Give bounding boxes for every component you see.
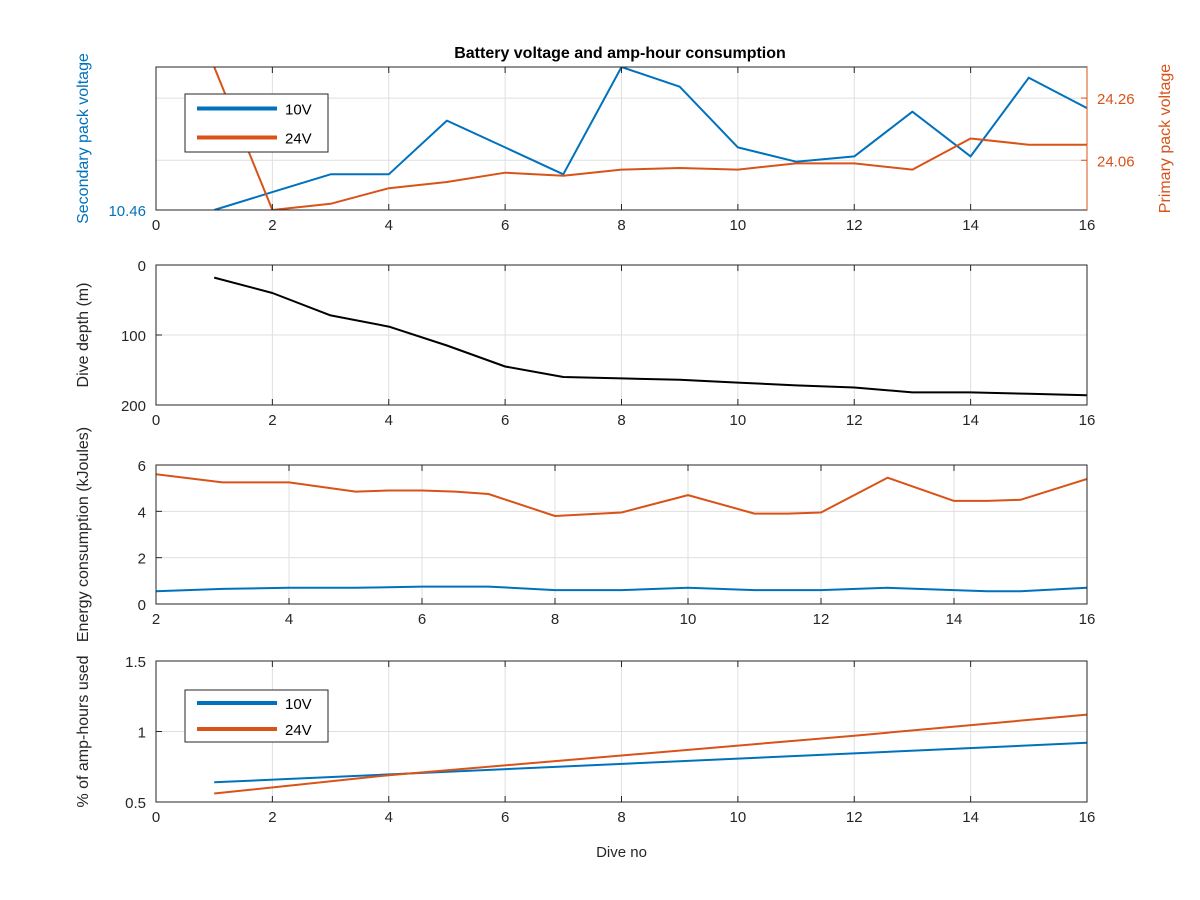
x-tick-label: 12 [813, 611, 830, 628]
x-tick-label: 14 [962, 217, 979, 234]
y-tick-label: 0 [138, 258, 146, 275]
legend: 10V 24V [184, 689, 329, 743]
x-tick-label: 8 [617, 217, 625, 234]
x-tick-label: 10 [730, 217, 747, 234]
x-tick-label: 8 [617, 412, 625, 429]
x-tick-label: 12 [846, 809, 863, 826]
y-tick-label: 4 [138, 504, 146, 521]
x-tick-label: 12 [846, 412, 863, 429]
y-axis-label: Secondary pack voltage [75, 53, 92, 224]
x-tick-label: 0 [152, 217, 160, 234]
x-tick-label: 10 [680, 611, 697, 628]
x-tick-label: 2 [152, 611, 160, 628]
x-tick-label: 14 [962, 809, 979, 826]
legend: 10V 24V [184, 93, 329, 153]
x-tick-label: 2 [268, 217, 276, 234]
series-group [213, 67, 1087, 210]
legend-label-10v: 10V [285, 696, 312, 713]
x-tick-label: 0 [152, 809, 160, 826]
x-tick-label: 4 [385, 217, 393, 234]
series-group [156, 473, 1087, 593]
x-tick-label: 4 [385, 412, 393, 429]
panel-2: 0 2 4 6 8 10 12 14 16 0 100 200 Dive depth (m) [75, 258, 1095, 429]
chart-title: Battery voltage and amp-hour consumption [454, 45, 786, 62]
x-tick-label: 14 [962, 412, 979, 429]
series-line-black [213, 276, 1087, 397]
y-tick-label: 0.5 [125, 795, 146, 812]
x-tick-label: 6 [418, 611, 426, 628]
x-tick-label: 16 [1079, 412, 1096, 429]
y-tick-label: 1 [138, 725, 146, 742]
y-axis-label-right: Primary pack voltage [1157, 64, 1174, 213]
y-tick-label: 0 [138, 597, 146, 614]
y-tick-label-right: 24.06 [1097, 153, 1135, 170]
y-tick-label-right: 24.26 [1097, 91, 1135, 108]
x-tick-label: 14 [946, 611, 963, 628]
legend-label-10v: 10V [285, 102, 312, 119]
x-tick-label: 6 [501, 412, 509, 429]
series-line-24v [213, 67, 1087, 210]
x-tick-label: 16 [1079, 809, 1096, 826]
x-tick-label: 16 [1079, 611, 1096, 628]
series-line-orange [156, 473, 1087, 517]
y-tick-label: 1.5 [125, 654, 146, 671]
y-axis-label: Dive depth (m) [75, 283, 92, 388]
x-axis-label: Dive no [596, 844, 647, 861]
y-tick-label: 200 [121, 398, 146, 415]
x-tick-label: 4 [385, 809, 393, 826]
series-line-10v [213, 67, 1087, 210]
y-tick-label: 6 [138, 458, 146, 475]
legend-box [184, 93, 329, 153]
series-line-24v [214, 713, 1087, 795]
legend-label-24v: 24V [285, 722, 312, 739]
legend-box [184, 689, 329, 743]
y-tick-label: 10.46 [108, 203, 146, 220]
x-tick-label: 4 [285, 611, 293, 628]
axes-box [155, 464, 1088, 605]
y-tick-label: 100 [121, 328, 146, 345]
x-tick-label: 2 [268, 412, 276, 429]
y-axis-label: Energy consumption (kJoules) [75, 427, 92, 642]
series-line-10v [214, 741, 1087, 784]
series-group [213, 276, 1087, 397]
legend-label-24v: 24V [285, 131, 312, 148]
x-tick-label: 8 [617, 809, 625, 826]
x-tick-label: 12 [846, 217, 863, 234]
x-tick-label: 16 [1079, 217, 1096, 234]
y-tick-label: 2 [138, 551, 146, 568]
x-tick-label: 6 [501, 217, 509, 234]
x-tick-label: 2 [268, 809, 276, 826]
x-tick-label: 0 [152, 412, 160, 429]
panel-4: 0 2 4 6 8 10 12 14 16 0.5 1 1.5 % of amp-hours used D… [75, 654, 1095, 861]
panel-1: 0 2 4 6 8 10 12 14 16 10.46 24.06 24.26 Secondary pa… [75, 53, 1174, 234]
x-tick-label: 10 [730, 412, 747, 429]
series-group [214, 713, 1087, 795]
y-axis-label: % of amp-hours used [75, 655, 92, 807]
x-tick-label: 8 [551, 611, 559, 628]
x-tick-label: 10 [730, 809, 747, 826]
x-tick-label: 6 [501, 809, 509, 826]
series-line-blue [156, 585, 1087, 593]
